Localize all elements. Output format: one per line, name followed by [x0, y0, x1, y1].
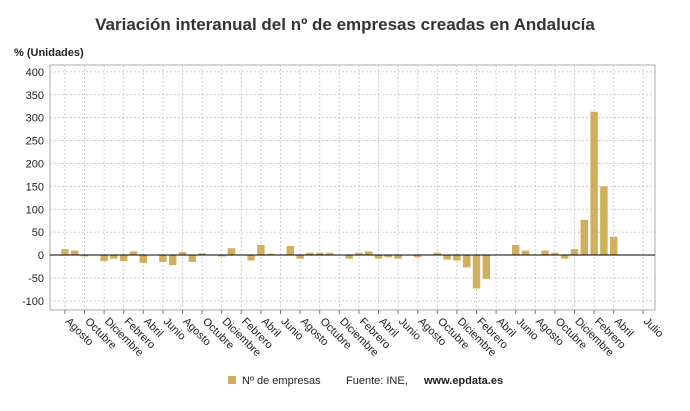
- bar: [609, 236, 618, 256]
- x-tick-label: Julio: [641, 316, 665, 340]
- bar: [590, 111, 598, 256]
- bar: [443, 255, 451, 260]
- bar: [286, 245, 295, 256]
- bar: [472, 255, 481, 289]
- bar: [482, 255, 491, 279]
- y-tick-label: 100: [26, 204, 44, 216]
- y-tick-label: 300: [26, 113, 44, 125]
- bar: [325, 252, 334, 256]
- bar: [560, 255, 569, 259]
- bar: [61, 249, 69, 256]
- bar: [433, 252, 442, 256]
- bar: [119, 255, 128, 261]
- y-tick-label: -50: [28, 273, 44, 285]
- bar: [100, 255, 108, 261]
- y-tick-label: 350: [26, 90, 44, 102]
- bar: [394, 255, 402, 259]
- source: Fuente: INE,: [346, 375, 408, 387]
- bar: [570, 249, 579, 256]
- y-tick-label: 50: [32, 227, 44, 239]
- bar: [600, 186, 608, 256]
- bar: [384, 255, 393, 258]
- bar: [413, 255, 422, 258]
- y-tick-label: 0: [38, 250, 44, 262]
- bar: [315, 252, 324, 256]
- y-tick-label: 150: [26, 181, 44, 193]
- bar: [355, 252, 363, 256]
- y-axis-label: % (Unidades): [14, 47, 84, 59]
- bar: [551, 252, 559, 256]
- bar: [462, 255, 471, 268]
- bar: [110, 255, 118, 259]
- bar: [247, 255, 255, 261]
- y-tick-label: 400: [26, 67, 44, 79]
- bar: [217, 255, 226, 257]
- bar: [70, 250, 79, 256]
- bar: [80, 255, 89, 257]
- source-site: www.epdata.es: [423, 375, 503, 387]
- bar: [227, 248, 236, 256]
- bar: [580, 219, 589, 256]
- bar: [159, 255, 167, 262]
- y-tick-label: 250: [26, 136, 44, 148]
- y-tick-label: -100: [22, 296, 44, 308]
- bar: [266, 253, 275, 256]
- bar: [374, 255, 383, 259]
- bar: [296, 255, 304, 259]
- chart-title: Variación interanual del nº de empresas …: [95, 15, 595, 34]
- bar: [198, 253, 206, 256]
- bar: [168, 255, 177, 266]
- bar: [188, 255, 197, 262]
- bar: [511, 244, 520, 256]
- bar: [345, 255, 353, 259]
- legend-label: Nº de empresas: [242, 375, 321, 387]
- bar: [541, 250, 549, 256]
- bar: [139, 255, 148, 263]
- bar: [306, 252, 314, 256]
- bar: [453, 255, 461, 261]
- bar: [178, 251, 187, 256]
- bar: [129, 251, 138, 256]
- plot-frame: [49, 64, 656, 311]
- bar: [364, 251, 373, 256]
- bar: [521, 250, 530, 256]
- bar: [257, 244, 265, 256]
- y-tick-label: 200: [26, 158, 44, 170]
- legend-swatch: [228, 376, 236, 384]
